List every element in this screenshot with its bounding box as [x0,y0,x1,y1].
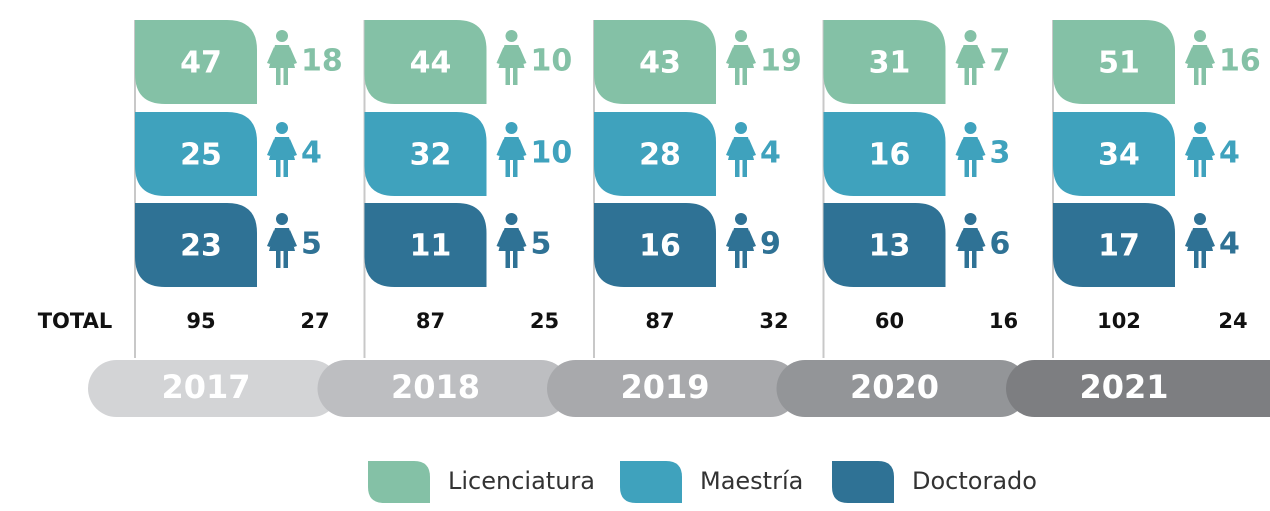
person-icon [1185,122,1215,177]
year-pill [317,360,570,417]
count-value: 47 [180,46,222,81]
count-value: 17 [1098,229,1140,264]
person-icon [267,30,297,85]
year-pill [776,360,1029,417]
person-icon [955,30,986,85]
total-value: 87 [645,309,674,333]
legend-label: Doctorado [912,467,1037,495]
person-icon [496,122,527,177]
count-value: 43 [639,46,681,81]
count-value: 16 [869,138,911,173]
year-pill [547,360,799,417]
count-block [1053,20,1175,104]
year-label: 2018 [391,368,480,406]
count-block [364,20,487,104]
count-block [1053,112,1175,196]
women-value: 3 [990,136,1011,171]
year-pill [88,360,340,417]
year-pill [1006,360,1270,417]
count-block [823,112,946,196]
total-value: 87 [416,309,445,333]
count-block [594,203,716,287]
person-icon [726,213,756,268]
count-value: 13 [869,229,911,264]
women-value: 16 [1219,44,1261,79]
count-value: 23 [180,229,222,264]
count-value: 16 [639,229,681,264]
women-value: 4 [1219,136,1240,171]
count-value: 51 [1098,46,1140,81]
count-block [135,112,257,196]
count-block [364,203,487,287]
count-value: 31 [869,46,911,81]
year-label: 2020 [850,368,939,406]
legend-swatch [620,461,682,503]
count-block [823,203,946,287]
count-block [823,20,946,104]
count-block [135,203,257,287]
count-block [364,112,487,196]
count-block [135,20,257,104]
total-value: 102 [1097,309,1141,333]
person-icon [726,122,756,177]
women-value: 19 [760,44,802,79]
women-value: 4 [1219,227,1240,262]
count-value: 25 [180,138,222,173]
women-value: 4 [760,136,781,171]
person-icon [1185,213,1215,268]
count-block [1053,203,1175,287]
person-icon [267,213,297,268]
count-block [594,112,716,196]
person-icon [496,213,527,268]
person-icon [955,122,986,177]
year-label: 2019 [620,368,709,406]
count-value: 34 [1098,138,1140,173]
legend-label: Licenciatura [448,467,595,495]
legend-swatch [368,461,430,503]
person-icon [496,30,527,85]
count-value: 32 [410,138,452,173]
women-value: 4 [301,136,322,171]
women-value: 5 [301,227,322,262]
person-icon [267,122,297,177]
count-block [594,20,716,104]
women-value: 9 [760,227,781,262]
person-icon [955,213,986,268]
total-value: 60 [875,309,904,333]
total-women-value: 32 [759,309,788,333]
year-label: 2017 [161,368,250,406]
women-value: 10 [531,136,573,171]
total-women-value: 16 [989,309,1018,333]
women-value: 7 [990,44,1011,79]
legend-label: Maestría [700,467,803,495]
women-value: 10 [531,44,573,79]
person-icon [726,30,756,85]
total-women-value: 27 [300,309,329,333]
total-women-value: 25 [530,309,559,333]
total-label: TOTAL [38,309,113,333]
year-label: 2021 [1079,368,1168,406]
total-women-value: 24 [1218,309,1247,333]
count-value: 44 [410,46,452,81]
count-value: 28 [639,138,681,173]
total-value: 95 [186,309,215,333]
women-value: 5 [531,227,552,262]
women-value: 18 [301,44,343,79]
person-icon [1185,30,1215,85]
women-value: 6 [990,227,1011,262]
legend-swatch [832,461,894,503]
count-value: 11 [410,229,452,264]
